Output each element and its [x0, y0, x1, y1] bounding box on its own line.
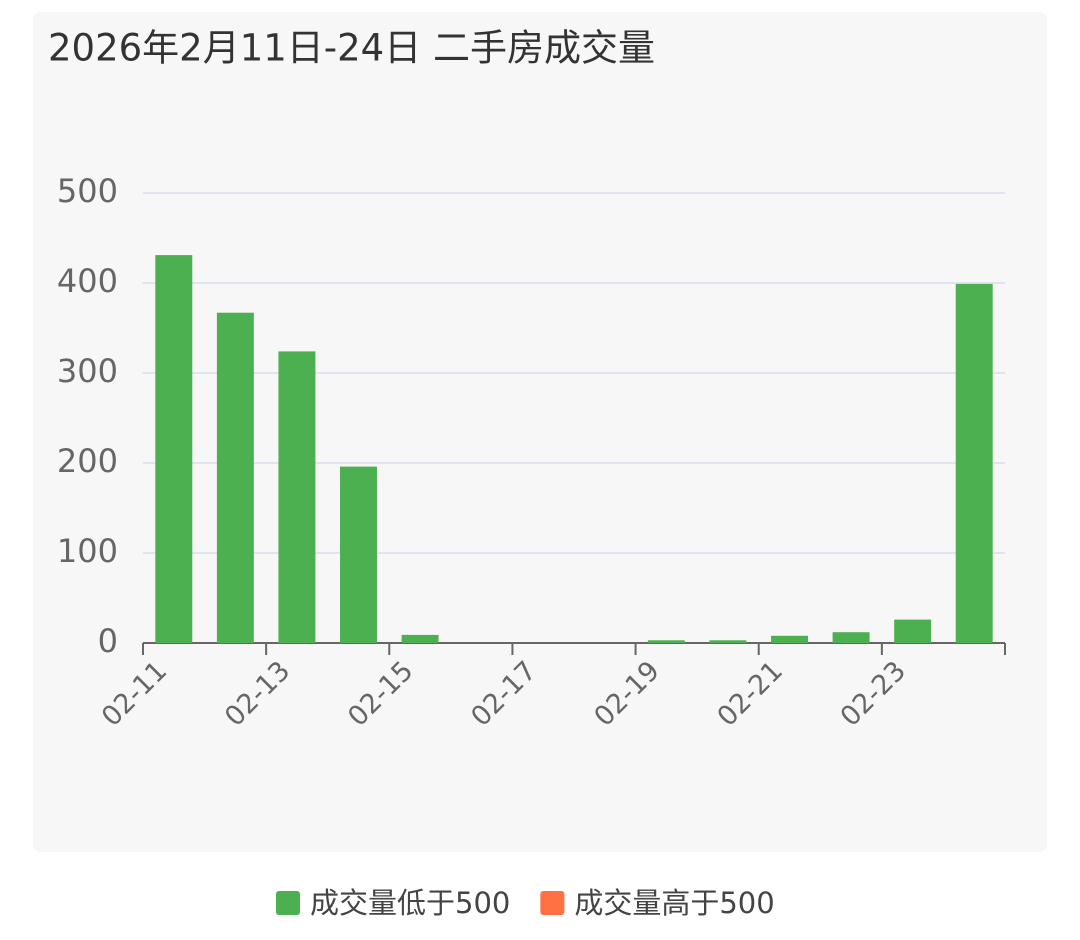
- bar: [278, 351, 316, 643]
- bar: [647, 640, 685, 643]
- y-tick-label: 300: [57, 352, 118, 390]
- legend-label: 成交量高于500: [574, 886, 774, 920]
- y-tick-label: 500: [57, 172, 118, 210]
- legend-swatch: [276, 891, 300, 915]
- bar: [709, 640, 747, 643]
- bar: [155, 255, 193, 643]
- y-tick-label: 0: [98, 622, 118, 660]
- bar: [216, 312, 254, 643]
- chart-title: 2026年2月11日-24日 二手房成交量: [48, 27, 655, 70]
- legend-swatch: [540, 891, 565, 915]
- legend-label: 成交量低于500: [310, 886, 510, 920]
- bar: [832, 632, 870, 643]
- bar: [401, 634, 439, 643]
- bar: [894, 619, 932, 643]
- y-tick-label: 200: [57, 442, 118, 480]
- y-tick-label: 400: [57, 262, 118, 300]
- bar: [340, 466, 377, 643]
- y-tick-label: 100: [57, 532, 118, 570]
- bar: [955, 283, 993, 643]
- bar: [771, 635, 808, 643]
